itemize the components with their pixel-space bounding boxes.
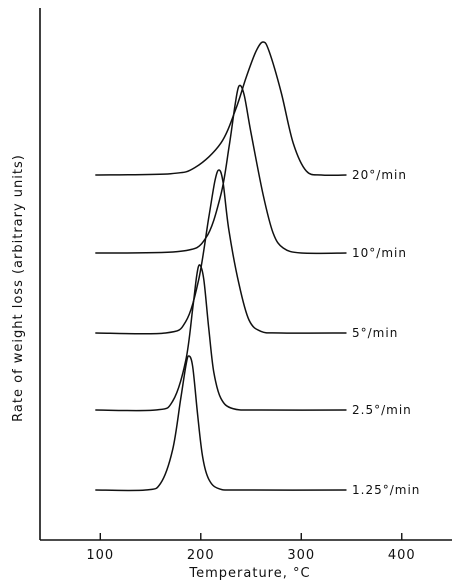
curve-series-4 <box>95 264 347 412</box>
series-label-3: 5°/min <box>352 326 398 340</box>
x-tick-label-300: 300 <box>287 548 315 563</box>
curve-series-3 <box>95 169 347 335</box>
y-axis-title: Rate of weight loss (arbitrary units) <box>11 154 26 422</box>
series-label-4: 2.5°/min <box>352 403 412 417</box>
series-label-1: 20°/min <box>352 168 407 182</box>
axes <box>39 8 452 541</box>
curves <box>95 41 347 492</box>
series-label-5: 1.25°/min <box>352 483 420 497</box>
series-label-2: 10°/min <box>352 246 407 260</box>
x-tick-label-100: 100 <box>86 548 114 563</box>
x-tick-label-400: 400 <box>388 548 416 563</box>
x-tick-label-200: 200 <box>187 548 215 563</box>
curve-series-2 <box>95 84 347 255</box>
x-axis-title: Temperature, °C <box>188 566 310 581</box>
series-labels: 20°/min 10°/min 5°/min 2.5°/min 1.25°/min <box>352 168 420 497</box>
curve-series-1 <box>95 41 347 177</box>
x-ticks: 100 200 300 400 <box>86 533 415 563</box>
curve-series-5 <box>95 355 347 492</box>
